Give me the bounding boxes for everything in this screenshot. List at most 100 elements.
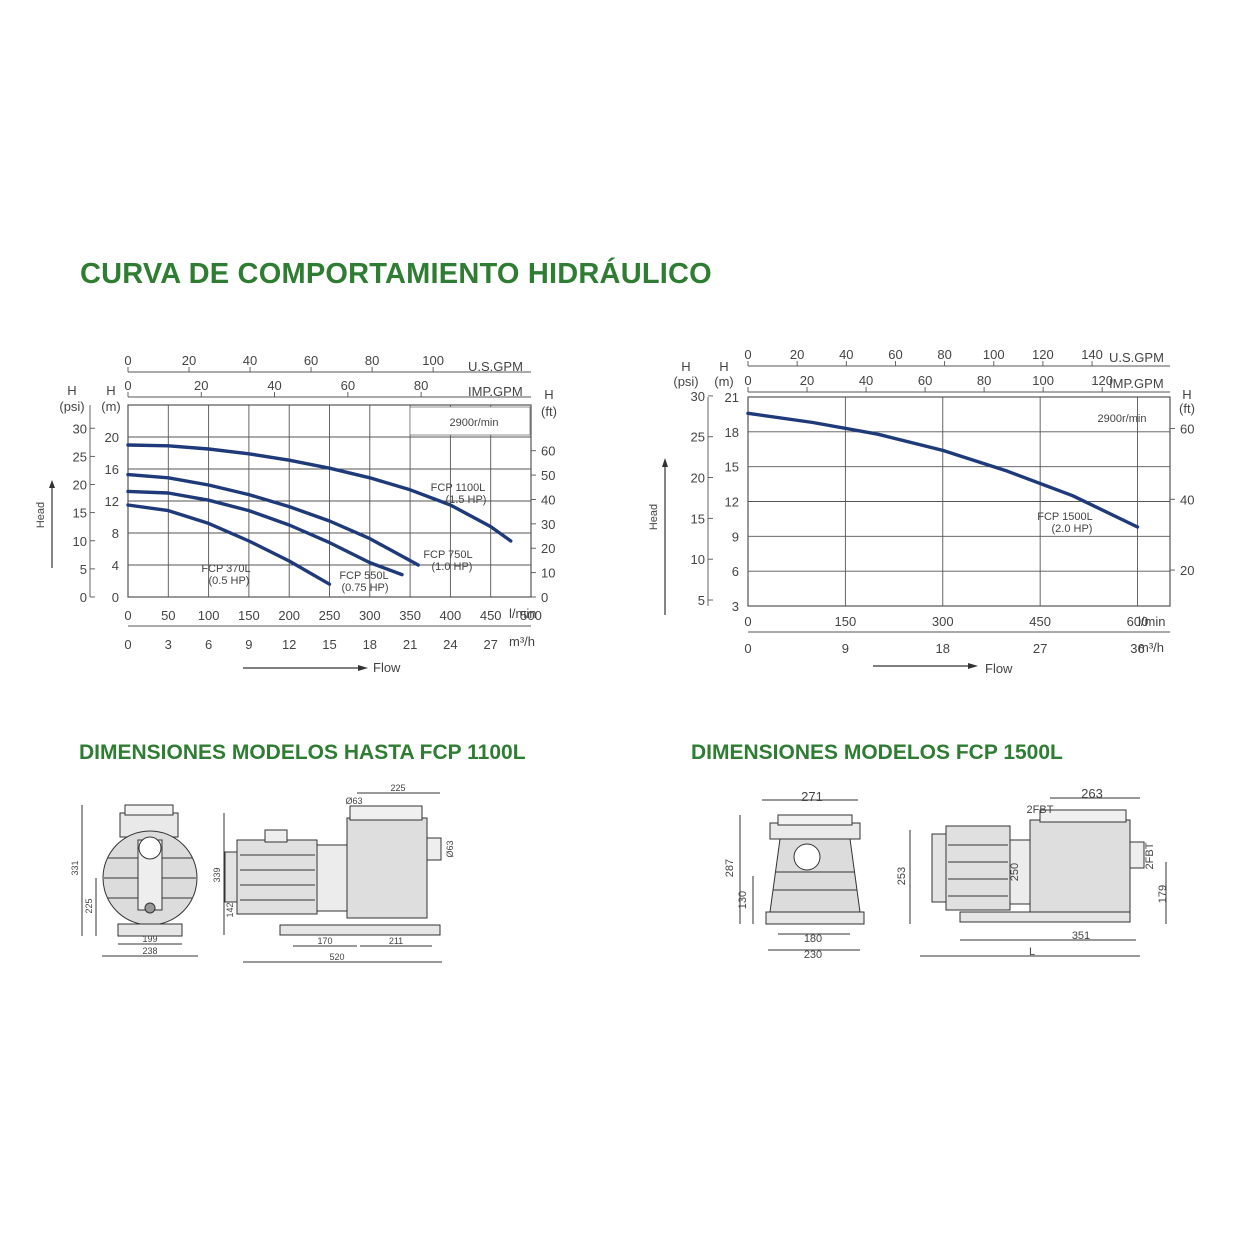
dim-side-port-side-left: Ø63 (445, 840, 455, 857)
y-tick-m: 6 (732, 564, 739, 579)
x-tick-m3h: 18 (363, 637, 377, 652)
y-tick-m: 12 (725, 495, 739, 510)
dim-side-port-side-right: 2FBT (1144, 842, 1156, 869)
y-tick-psi: 5 (698, 593, 705, 608)
pump-lid-right (1039, 809, 1127, 823)
x-unit-usgpm-left: U.S.GPM (468, 359, 523, 374)
pump-outlet-left (426, 837, 442, 861)
y-tick-m: 12 (105, 494, 119, 509)
y-axis-arrow-head-left (49, 480, 55, 488)
front-drain-left (144, 902, 156, 914)
x-tick-lmin: 400 (440, 608, 462, 623)
y-unit-ft-left: (ft) (541, 404, 557, 419)
x-tick-lmin: 150 (238, 608, 260, 623)
speed-box-left (409, 406, 531, 436)
series-line-1 (126, 489, 404, 577)
dim-side-axis-left: 142 (225, 902, 235, 917)
x-tick-lmin: 500 (520, 608, 542, 623)
x-axis-title-right: Flow (985, 661, 1013, 676)
x-tick-usgpm: 80 (365, 353, 379, 368)
x-tick-impgpm: 80 (414, 378, 428, 393)
x-unit-lmin-left: l/min (509, 606, 536, 621)
chart-left-curves (126, 443, 513, 586)
x-tick-m3h: 9 (245, 637, 252, 652)
dim-side-height-left: 339 (212, 867, 222, 882)
x-tick-m3h: 6 (205, 637, 212, 652)
x-tick-lmin: 450 (480, 608, 502, 623)
y-letter-ft-left: H (544, 387, 553, 402)
side-base-left (279, 924, 441, 936)
x-tick-lmin: 600 (1127, 614, 1149, 629)
x-tick-lmin: 0 (124, 608, 131, 623)
x-axis-arrow-head-right (968, 663, 978, 669)
x-tick-lmin: 300 (932, 614, 954, 629)
x-tick-usgpm: 100 (983, 347, 1005, 362)
pump-drawing-small (81, 792, 442, 963)
y-tick-m: 21 (725, 390, 739, 405)
terminal-box-left (264, 829, 288, 843)
motor-body-right (945, 825, 1011, 911)
x-tick-impgpm: 40 (859, 373, 873, 388)
x-tick-usgpm: 120 (1032, 347, 1054, 362)
y-letter-psi-left: H (67, 383, 76, 398)
series-line-0 (126, 503, 332, 586)
motor-fan-left (224, 851, 238, 903)
pump-outlet-right (1129, 841, 1145, 869)
y-tick-ft: 0 (541, 590, 548, 605)
y-tick-m: 18 (725, 425, 739, 440)
x-tick-m3h: 12 (282, 637, 296, 652)
series-hp-fcp370: (0.5 HP) (209, 575, 250, 587)
x-unit-m3h-right: m³/h (1138, 640, 1164, 655)
y-axis-title-left: Head (35, 502, 47, 528)
dim-side-base-left: 170 (317, 936, 332, 946)
x-tick-m3h: 18 (936, 641, 950, 656)
y-tick-psi: 25 (691, 430, 705, 445)
y-tick-psi: 30 (73, 421, 87, 436)
dim-side-port-right: 2FBT (1027, 804, 1054, 816)
y-axis-title-right: Head (648, 504, 660, 530)
y-tick-ft: 60 (1180, 421, 1194, 436)
x-tick-lmin: 450 (1029, 614, 1051, 629)
front-base-left (117, 923, 183, 937)
y-unit-m-left: (m) (101, 399, 121, 414)
dimensions-title-left: DIMENSIONES MODELOS HASTA FCP 1100L (79, 741, 526, 764)
front-base-right (765, 911, 865, 925)
y-tick-ft: 50 (541, 468, 555, 483)
x-unit-m3h-left: m³/h (509, 634, 535, 649)
page-title: CURVA DE COMPORTAMIENTO HIDRÁULICO (80, 258, 712, 290)
dim-front-height-left: 331 (70, 860, 80, 875)
x-tick-m3h: 24 (443, 637, 457, 652)
dim-side-height-right: 253 (896, 867, 908, 885)
x-tick-impgpm: 0 (124, 378, 131, 393)
x-tick-impgpm: 100 (1032, 373, 1054, 388)
y-tick-psi: 25 (73, 449, 87, 464)
x-tick-lmin: 200 (278, 608, 300, 623)
front-lid-top-left (124, 804, 174, 816)
x-unit-lmin-right: l/min (1138, 614, 1165, 629)
dim-front-width-left: 238 (142, 946, 157, 956)
x-tick-impgpm: 40 (267, 378, 281, 393)
series-hp-fcp1500: (2.0 HP) (1052, 523, 1093, 535)
x-unit-impgpm-left: IMP.GPM (468, 384, 523, 399)
pump-flange-left (316, 844, 348, 912)
y-tick-m: 3 (732, 599, 739, 614)
series-label-fcp550: FCP 550L (339, 570, 388, 582)
y-unit-psi-left: (psi) (59, 399, 84, 414)
x-tick-usgpm: 100 (422, 353, 444, 368)
y-tick-ft: 60 (541, 444, 555, 459)
dim-front-base-right: 180 (804, 933, 822, 945)
x-tick-m3h: 3 (165, 637, 172, 652)
y-tick-m: 8 (112, 526, 119, 541)
chart-left-ticks: 0 50 100 150 200 250 300 350 400 450 5000481216200… (73, 353, 556, 652)
x-tick-lmin: 150 (835, 614, 857, 629)
y-tick-psi: 30 (691, 389, 705, 404)
speed-label-right: 2900r/min (1098, 413, 1147, 425)
x-tick-usgpm: 40 (243, 353, 257, 368)
y-tick-m: 15 (725, 460, 739, 475)
y-tick-psi: 10 (73, 534, 87, 549)
x-tick-usgpm: 0 (124, 353, 131, 368)
pump-housing-left (346, 817, 428, 919)
x-tick-impgpm: 20 (800, 373, 814, 388)
x-tick-usgpm: 40 (839, 347, 853, 362)
